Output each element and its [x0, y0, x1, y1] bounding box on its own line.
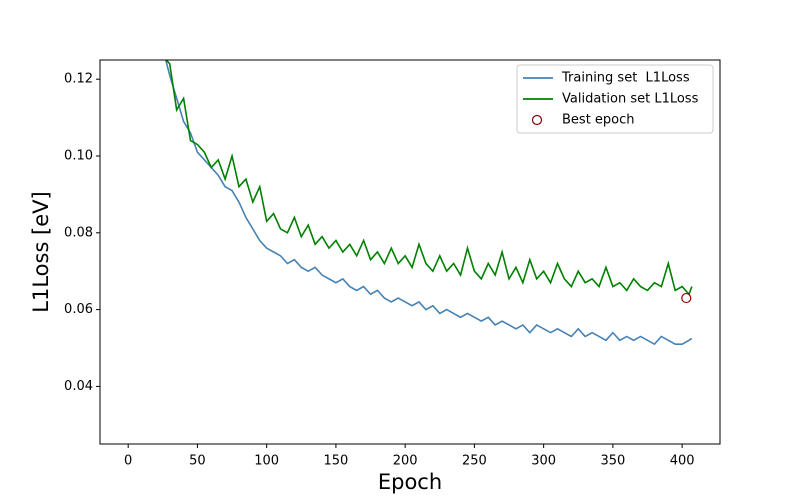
x-tick-label: 100: [254, 454, 279, 469]
x-tick-label: 50: [189, 454, 206, 469]
x-axis-label: Epoch: [378, 470, 442, 494]
legend-swatch: [531, 114, 543, 126]
legend-label: Training set L1Loss: [561, 71, 690, 86]
x-tick-label: 200: [393, 454, 418, 469]
x-tick-label: 250: [462, 454, 487, 469]
x-tick-label: 0: [124, 454, 132, 469]
y-tick-label: 0.08: [64, 225, 93, 240]
x-tick-label: 150: [323, 454, 348, 469]
y-tick-label: 0.04: [64, 379, 93, 394]
x-tick-label: 400: [670, 454, 695, 469]
x-tick-label: 300: [531, 454, 556, 469]
series-line: [165, 60, 693, 296]
x-tick-label: 350: [600, 454, 625, 469]
y-tick-label: 0.12: [64, 72, 93, 87]
y-tick-label: 0.06: [64, 302, 93, 317]
legend-label: Best epoch: [562, 113, 635, 128]
series-line: [164, 60, 693, 346]
best-epoch-marker: [681, 292, 692, 304]
y-axis-label: L1Loss [eV]: [29, 191, 53, 312]
y-tick-label: 0.10: [64, 149, 93, 164]
axes-frame: [99, 59, 721, 445]
legend-label: Validation set L1Loss: [562, 92, 699, 107]
legend-box: [516, 64, 714, 134]
plot-area: [164, 60, 693, 346]
